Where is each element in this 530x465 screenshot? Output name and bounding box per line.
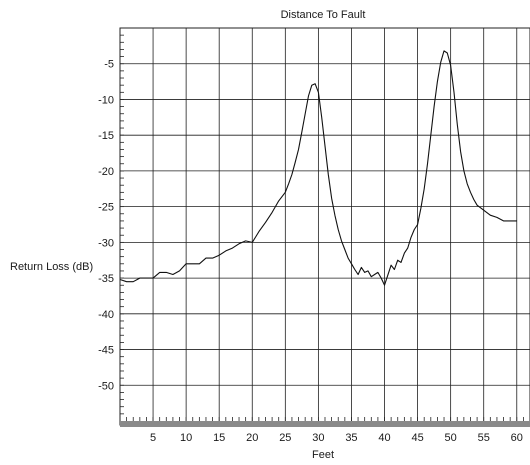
x-tick-label: 35	[345, 432, 357, 444]
y-tick-label: -5	[104, 59, 114, 71]
y-tick-label: -15	[98, 130, 114, 142]
x-tick-label: 20	[246, 432, 258, 444]
x-tick-labels: 5 10 15 20 25 30 35 40 45 50 55 60	[150, 432, 523, 444]
y-tick-label: -35	[98, 273, 114, 285]
x-axis-band	[120, 421, 530, 427]
y-tick-label: -30	[98, 237, 114, 249]
y-tick-label: -20	[98, 166, 114, 178]
y-tick-label: -40	[98, 309, 114, 321]
x-tick-label: 40	[378, 432, 390, 444]
chart-title: Distance To Fault	[281, 9, 366, 21]
y-tick-label: -10	[98, 94, 114, 106]
y-tick-label: -25	[98, 202, 114, 214]
y-tick-labels: -5 -10 -15 -20 -25 -30 -35 -40 -45 -50	[98, 59, 114, 393]
x-tick-label: 60	[511, 432, 523, 444]
series-line-0	[119, 50, 517, 286]
x-tick-label: 50	[445, 432, 457, 444]
x-axis-label: Feet	[312, 449, 334, 461]
x-tick-label: 5	[150, 432, 156, 444]
minor-ticks	[120, 34, 524, 421]
y-axis-label: Return Loss (dB)	[10, 261, 93, 273]
plot-frame	[119, 27, 530, 426]
x-tick-label: 45	[411, 432, 423, 444]
y-tick-label: -45	[98, 345, 114, 357]
series-group	[119, 50, 517, 286]
x-tick-label: 25	[279, 432, 291, 444]
x-tick-label: 30	[312, 432, 324, 444]
x-tick-label: 15	[213, 432, 225, 444]
y-tick-label: -50	[98, 380, 114, 392]
x-tick-label: 10	[180, 432, 192, 444]
x-tick-label: 55	[478, 432, 490, 444]
